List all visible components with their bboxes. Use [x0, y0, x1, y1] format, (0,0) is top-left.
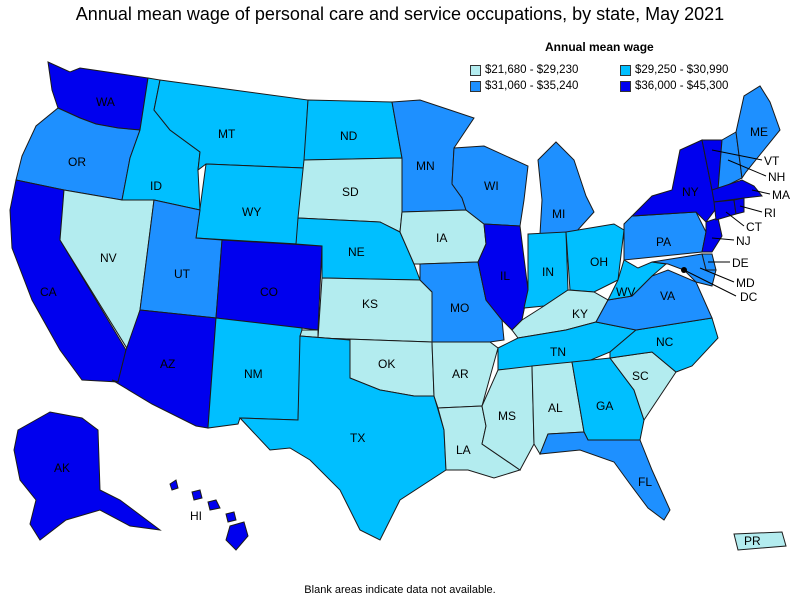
label-wv: WV — [616, 285, 635, 299]
state-wy[interactable] — [195, 163, 305, 245]
label-tx: TX — [350, 431, 365, 445]
label-ok: OK — [378, 357, 395, 371]
label-la: LA — [456, 443, 471, 457]
state-ri[interactable] — [733, 197, 745, 215]
label-dc: DC — [740, 290, 758, 304]
label-ut: UT — [174, 267, 191, 281]
label-md: MD — [736, 276, 755, 290]
label-ak: AK — [54, 461, 70, 475]
legend-item-tier-2: $29,250 - $30,990 — [620, 64, 728, 76]
label-pa: PA — [656, 235, 671, 249]
label-ms: MS — [498, 409, 516, 423]
label-nj: NJ — [736, 234, 751, 248]
state-nj[interactable] — [701, 217, 723, 253]
legend-label-tier-1: $21,680 - $29,230 — [485, 64, 579, 76]
label-me: ME — [750, 125, 768, 139]
label-nh: NH — [768, 170, 785, 184]
label-ky: KY — [572, 307, 588, 321]
label-id: ID — [150, 179, 162, 193]
label-or: OR — [68, 155, 86, 169]
label-al: AL — [548, 401, 563, 415]
legend-label-tier-2: $29,250 - $30,990 — [635, 64, 729, 76]
leader-lines — [683, 149, 771, 297]
label-de: DE — [732, 256, 749, 270]
label-ca: CA — [40, 285, 57, 299]
label-nc: NC — [656, 335, 674, 349]
footnote: Blank areas indicate data not available. — [304, 584, 496, 596]
label-az: AZ — [160, 357, 175, 371]
label-mo: MO — [450, 301, 469, 315]
label-oh: OH — [590, 255, 608, 269]
label-wi: WI — [484, 179, 499, 193]
label-ga: GA — [596, 399, 613, 413]
label-mn: MN — [416, 159, 435, 173]
label-nm: NM — [244, 367, 263, 381]
legend-swatch-tier-4 — [620, 80, 631, 92]
label-ma: MA — [772, 188, 790, 202]
label-wa: WA — [96, 95, 115, 109]
legend-swatch-tier-3 — [470, 80, 481, 92]
label-nv: NV — [100, 251, 117, 265]
legend-label-tier-4: $36,000 - $45,300 — [635, 80, 729, 92]
state-fl[interactable] — [539, 431, 671, 521]
label-in: IN — [542, 265, 554, 279]
label-mt: MT — [218, 127, 236, 141]
label-ct: CT — [746, 220, 763, 234]
label-ar: AR — [452, 367, 469, 381]
label-fl: FL — [638, 475, 652, 489]
label-il: IL — [500, 269, 510, 283]
state-hi[interactable] — [169, 479, 249, 551]
label-va: VA — [660, 289, 675, 303]
label-ny: NY — [682, 185, 699, 199]
legend-swatch-tier-1 — [470, 64, 481, 76]
label-ne: NE — [348, 245, 365, 259]
legend-item-tier-3: $31,060 - $35,240 — [470, 80, 578, 92]
label-sc: SC — [632, 369, 649, 383]
label-wy: WY — [242, 205, 261, 219]
label-ks: KS — [362, 297, 378, 311]
legend-item-tier-1: $21,680 - $29,230 — [470, 64, 578, 76]
state-pr[interactable] — [733, 531, 787, 551]
label-pr: PR — [744, 534, 761, 548]
map-title: Annual mean wage of personal care and se… — [75, 4, 725, 24]
label-hi: HI — [190, 509, 202, 523]
state-me[interactable] — [735, 85, 781, 180]
state-ak[interactable] — [13, 411, 162, 541]
label-vt: VT — [764, 154, 780, 168]
legend-label-tier-3: $31,060 - $35,240 — [485, 80, 579, 92]
legend-title: Annual mean wage — [545, 40, 654, 54]
legend-swatch-tier-2 — [620, 64, 631, 76]
state-mi[interactable] — [537, 141, 595, 235]
state-il[interactable] — [477, 223, 529, 331]
label-co: CO — [260, 285, 278, 299]
label-ia: IA — [436, 231, 447, 245]
label-ri: RI — [764, 206, 776, 220]
legend-item-tier-4: $36,000 - $45,300 — [620, 80, 728, 92]
label-mi: MI — [552, 207, 565, 221]
dc-marker — [681, 267, 687, 273]
state-ms[interactable] — [481, 365, 535, 471]
label-sd: SD — [342, 185, 359, 199]
label-tn: TN — [550, 345, 566, 359]
label-nd: ND — [340, 129, 358, 143]
state-tx[interactable] — [238, 335, 447, 541]
